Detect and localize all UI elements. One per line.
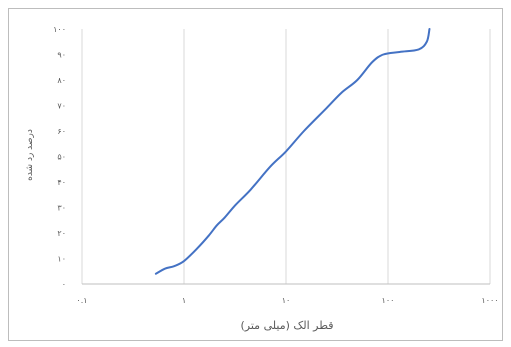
y-tick-label-2: ۲۰ bbox=[57, 229, 66, 238]
y-axis-title: درصد رد شده bbox=[25, 129, 35, 181]
x-tick-label-2: ۱۰ bbox=[282, 296, 291, 305]
y-tick-labels: ۰ ۱۰ ۲۰ ۳۰ ۴۰ ۵۰ ۶۰ ۷۰ ۸۰ ۹۰ ۱۰۰ bbox=[53, 25, 66, 289]
x-axis-title: قطر الک (میلی متر) bbox=[241, 319, 334, 332]
grid-layer bbox=[81, 29, 491, 284]
y-tick-label-9: ۹۰ bbox=[57, 51, 66, 60]
y-tick-label-5: ۵۰ bbox=[57, 153, 66, 162]
y-tick-label-1: ۱۰ bbox=[57, 255, 66, 264]
series-layer bbox=[154, 28, 431, 275]
y-tick-label-3: ۳۰ bbox=[57, 204, 66, 213]
y-tick-label-0: ۰ bbox=[62, 280, 66, 289]
series-line-0 bbox=[154, 28, 431, 275]
y-tick-label-7: ۷۰ bbox=[57, 102, 66, 111]
x-tick-label-3: ۱۰۰ bbox=[382, 296, 395, 305]
x-tick-label-0: ۰.۱ bbox=[76, 296, 87, 305]
y-tick-label-8: ۸۰ bbox=[57, 76, 66, 85]
x-tick-labels: ۰.۱ ۱ ۱۰ ۱۰۰ ۱۰۰۰ bbox=[76, 296, 498, 305]
y-tick-label-4: ۴۰ bbox=[57, 178, 66, 187]
x-tick-label-1: ۱ bbox=[182, 296, 186, 305]
y-tick-label-6: ۶۰ bbox=[57, 127, 66, 136]
y-tick-label-10: ۱۰۰ bbox=[53, 25, 66, 34]
chart-frame bbox=[8, 8, 503, 341]
x-tick-label-4: ۱۰۰۰ bbox=[481, 296, 498, 305]
